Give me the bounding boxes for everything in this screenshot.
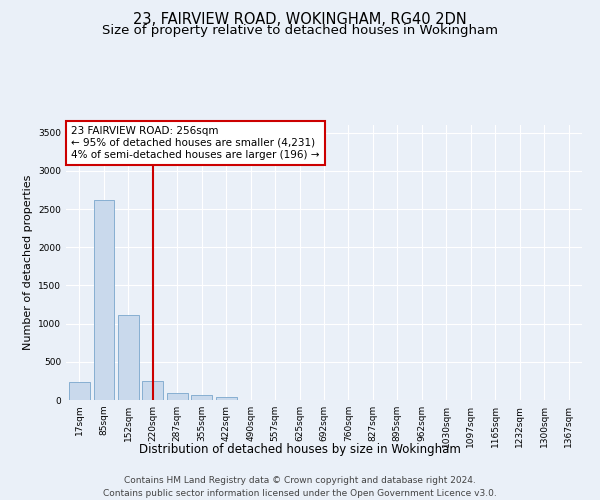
Bar [94,200,114,400]
Bar [118,315,139,400]
Bar [69,382,90,400]
Text: Contains public sector information licensed under the Open Government Licence v3: Contains public sector information licen… [103,489,497,498]
Text: Size of property relative to detached houses in Wokingham: Size of property relative to detached ho… [102,24,498,37]
Text: Distribution of detached houses by size in Wokingham: Distribution of detached houses by size … [139,442,461,456]
Bar [142,380,163,400]
Bar [167,392,188,400]
Y-axis label: Number of detached properties: Number of detached properties [23,175,32,350]
Bar [191,395,212,400]
Text: 23, FAIRVIEW ROAD, WOKINGHAM, RG40 2DN: 23, FAIRVIEW ROAD, WOKINGHAM, RG40 2DN [133,12,467,28]
Text: Contains HM Land Registry data © Crown copyright and database right 2024.: Contains HM Land Registry data © Crown c… [124,476,476,485]
Text: 23 FAIRVIEW ROAD: 256sqm
← 95% of detached houses are smaller (4,231)
4% of semi: 23 FAIRVIEW ROAD: 256sqm ← 95% of detach… [71,126,320,160]
Bar [216,396,236,400]
